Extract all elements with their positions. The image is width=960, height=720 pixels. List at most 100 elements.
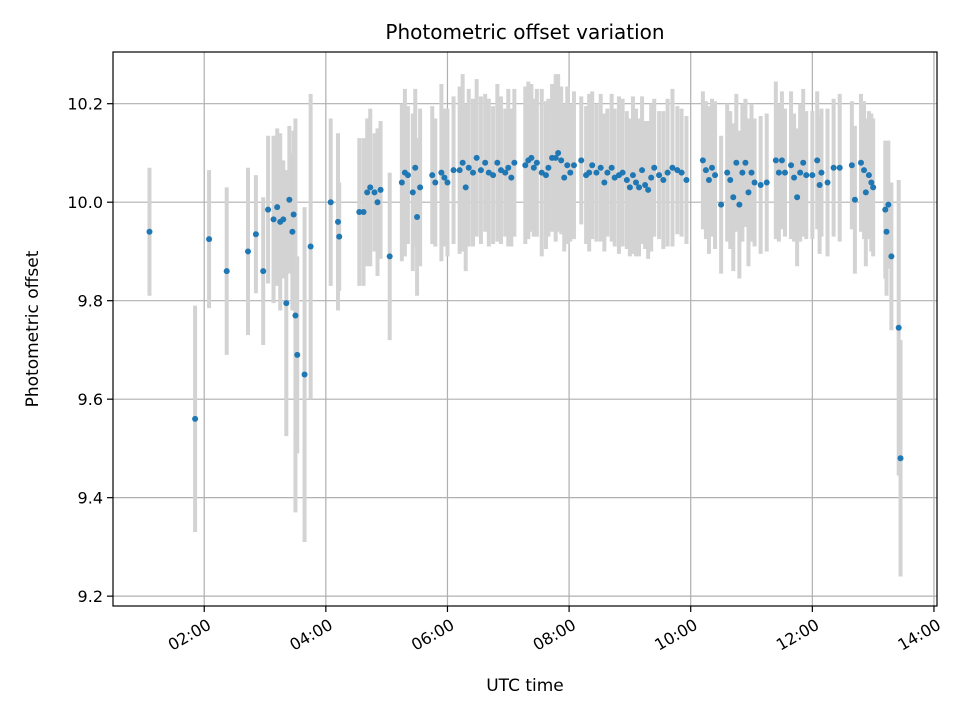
data-point xyxy=(265,206,272,213)
data-point xyxy=(699,157,706,164)
data-point xyxy=(861,167,868,174)
data-point xyxy=(727,177,734,184)
data-point xyxy=(888,253,895,260)
data-point xyxy=(794,194,801,201)
y-axis-label: Photometric offset xyxy=(23,250,43,407)
data-point xyxy=(367,184,374,191)
data-point xyxy=(542,172,549,179)
data-point xyxy=(830,164,837,171)
data-point xyxy=(374,199,381,206)
data-point xyxy=(444,179,451,186)
data-point xyxy=(639,167,646,174)
data-point xyxy=(895,324,902,331)
data-point xyxy=(360,209,367,216)
data-point xyxy=(851,196,858,203)
data-point xyxy=(660,177,667,184)
data-point xyxy=(593,169,600,176)
data-point xyxy=(742,159,749,166)
data-point xyxy=(417,184,424,191)
data-point xyxy=(404,172,411,179)
data-point xyxy=(289,228,296,235)
data-point xyxy=(705,177,712,184)
data-point xyxy=(206,236,213,243)
data-point xyxy=(558,157,565,164)
data-point xyxy=(292,312,299,319)
data-point xyxy=(511,159,518,166)
data-point xyxy=(555,149,562,156)
data-point xyxy=(800,159,807,166)
data-point xyxy=(459,159,466,166)
data-point xyxy=(307,243,314,250)
data-point xyxy=(477,167,484,174)
chart-title: Photometric offset variation xyxy=(385,20,664,44)
data-point xyxy=(857,159,864,166)
data-point xyxy=(589,162,596,169)
data-point xyxy=(386,253,393,260)
data-point xyxy=(283,300,290,307)
data-point xyxy=(564,162,571,169)
data-point xyxy=(604,169,611,176)
data-point xyxy=(708,164,715,171)
data-point xyxy=(736,201,743,208)
data-point xyxy=(868,179,875,186)
data-point xyxy=(669,164,676,171)
data-point xyxy=(597,164,604,171)
data-point xyxy=(836,164,843,171)
data-point xyxy=(494,159,501,166)
data-point xyxy=(745,189,752,196)
data-point xyxy=(412,164,419,171)
data-point xyxy=(586,169,593,176)
data-point xyxy=(274,204,281,211)
data-point xyxy=(814,157,821,164)
data-point xyxy=(803,172,810,179)
data-point xyxy=(824,179,831,186)
data-point xyxy=(626,184,633,191)
data-point xyxy=(223,268,230,275)
data-point xyxy=(730,194,737,201)
data-point xyxy=(245,248,252,255)
data-point xyxy=(623,177,630,184)
data-point xyxy=(336,233,343,240)
data-point xyxy=(870,184,877,191)
data-point xyxy=(816,181,823,188)
y-tick-label: 9.6 xyxy=(78,390,103,409)
data-point xyxy=(280,216,287,223)
data-point xyxy=(270,216,277,223)
data-point xyxy=(809,172,816,179)
data-point xyxy=(490,172,497,179)
data-point xyxy=(377,186,384,193)
data-point xyxy=(456,167,463,174)
x-axis-label: UTC time xyxy=(486,676,564,696)
data-point xyxy=(678,169,685,176)
data-point xyxy=(252,231,259,238)
data-point xyxy=(502,169,509,176)
data-point xyxy=(429,172,436,179)
data-point xyxy=(775,169,782,176)
data-point xyxy=(465,164,472,171)
data-point xyxy=(441,174,448,181)
data-point xyxy=(470,169,477,176)
data-point xyxy=(818,169,825,176)
y-tick-label: 10.2 xyxy=(67,95,103,114)
data-point xyxy=(545,164,552,171)
data-points xyxy=(146,149,904,462)
data-point xyxy=(290,211,297,218)
data-point xyxy=(450,167,457,174)
data-point xyxy=(865,172,872,179)
data-point xyxy=(897,455,904,462)
data-point xyxy=(286,196,293,203)
data-point xyxy=(718,201,725,208)
data-point xyxy=(778,157,785,164)
data-point xyxy=(567,169,574,176)
data-point xyxy=(294,351,301,358)
data-point xyxy=(733,159,740,166)
data-point xyxy=(552,154,559,161)
data-point xyxy=(364,189,371,196)
data-point xyxy=(664,169,671,176)
data-point xyxy=(636,184,643,191)
y-tick-label: 9.2 xyxy=(78,587,103,606)
y-tick-label: 10.0 xyxy=(67,193,103,212)
data-point xyxy=(791,174,798,181)
data-point xyxy=(781,169,788,176)
